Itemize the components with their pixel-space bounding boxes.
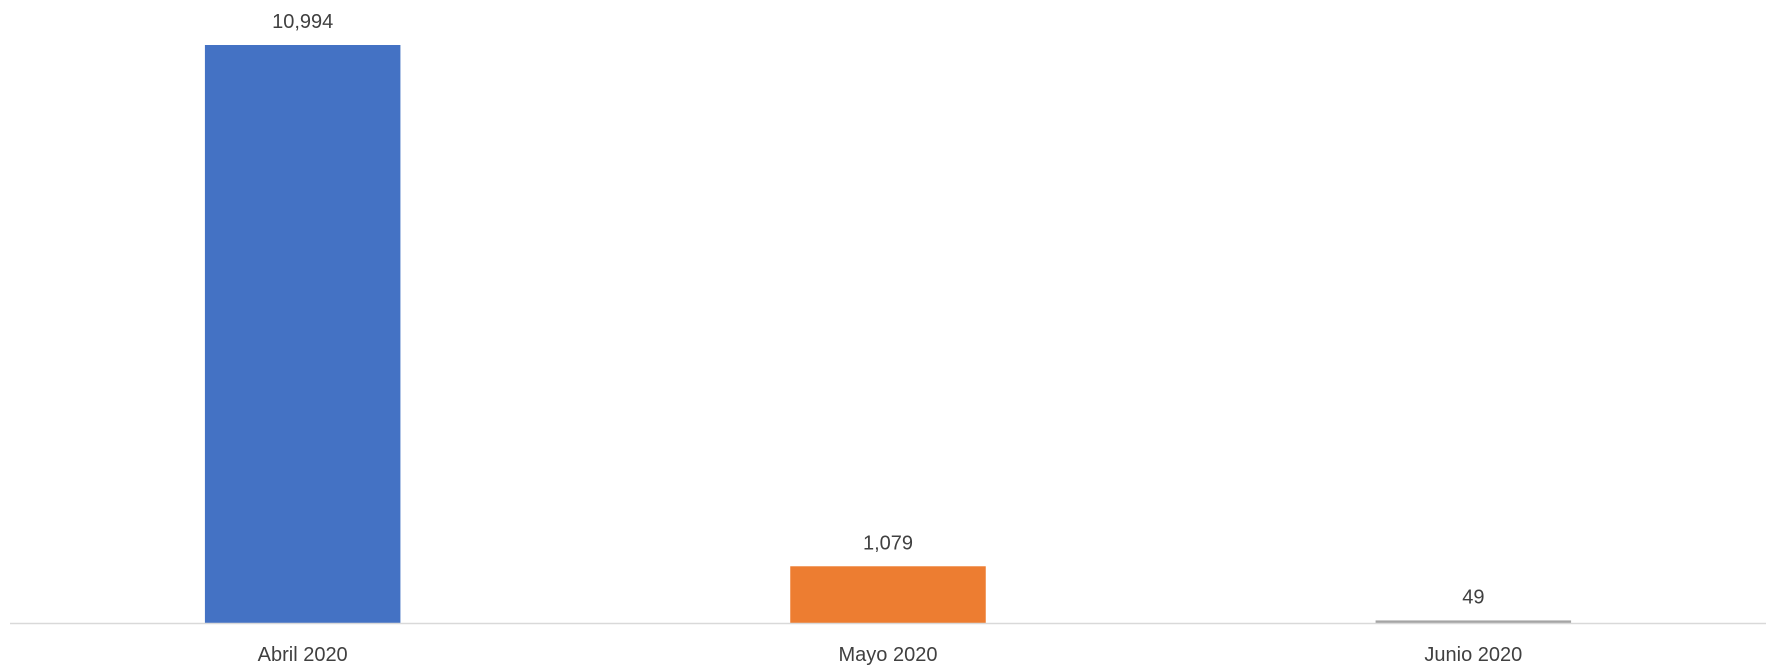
data-labels-group: 10,994 1,079 49	[272, 11, 1484, 608]
data-label-2: 1,079	[863, 532, 913, 554]
data-label-3: 49	[1462, 586, 1484, 608]
x-tick-label-1: Abril 2020	[258, 644, 348, 666]
bar-1	[204, 45, 401, 623]
x-tick-label-3: Junio 2020	[1424, 644, 1522, 666]
bars-group	[204, 45, 1572, 623]
bar-3	[1375, 620, 1572, 623]
x-tick-label-2: Mayo 2020	[839, 644, 938, 666]
bar-2	[790, 566, 986, 623]
data-label-1: 10,994	[272, 11, 333, 33]
x-tick-labels-group: Abril 2020 Mayo 2020 Junio 2020	[258, 644, 1523, 666]
